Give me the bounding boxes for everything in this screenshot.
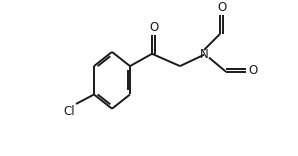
Text: O: O (248, 64, 257, 77)
Text: O: O (149, 21, 158, 34)
Text: Cl: Cl (63, 105, 75, 118)
Text: O: O (217, 1, 226, 14)
Text: N: N (200, 48, 208, 61)
